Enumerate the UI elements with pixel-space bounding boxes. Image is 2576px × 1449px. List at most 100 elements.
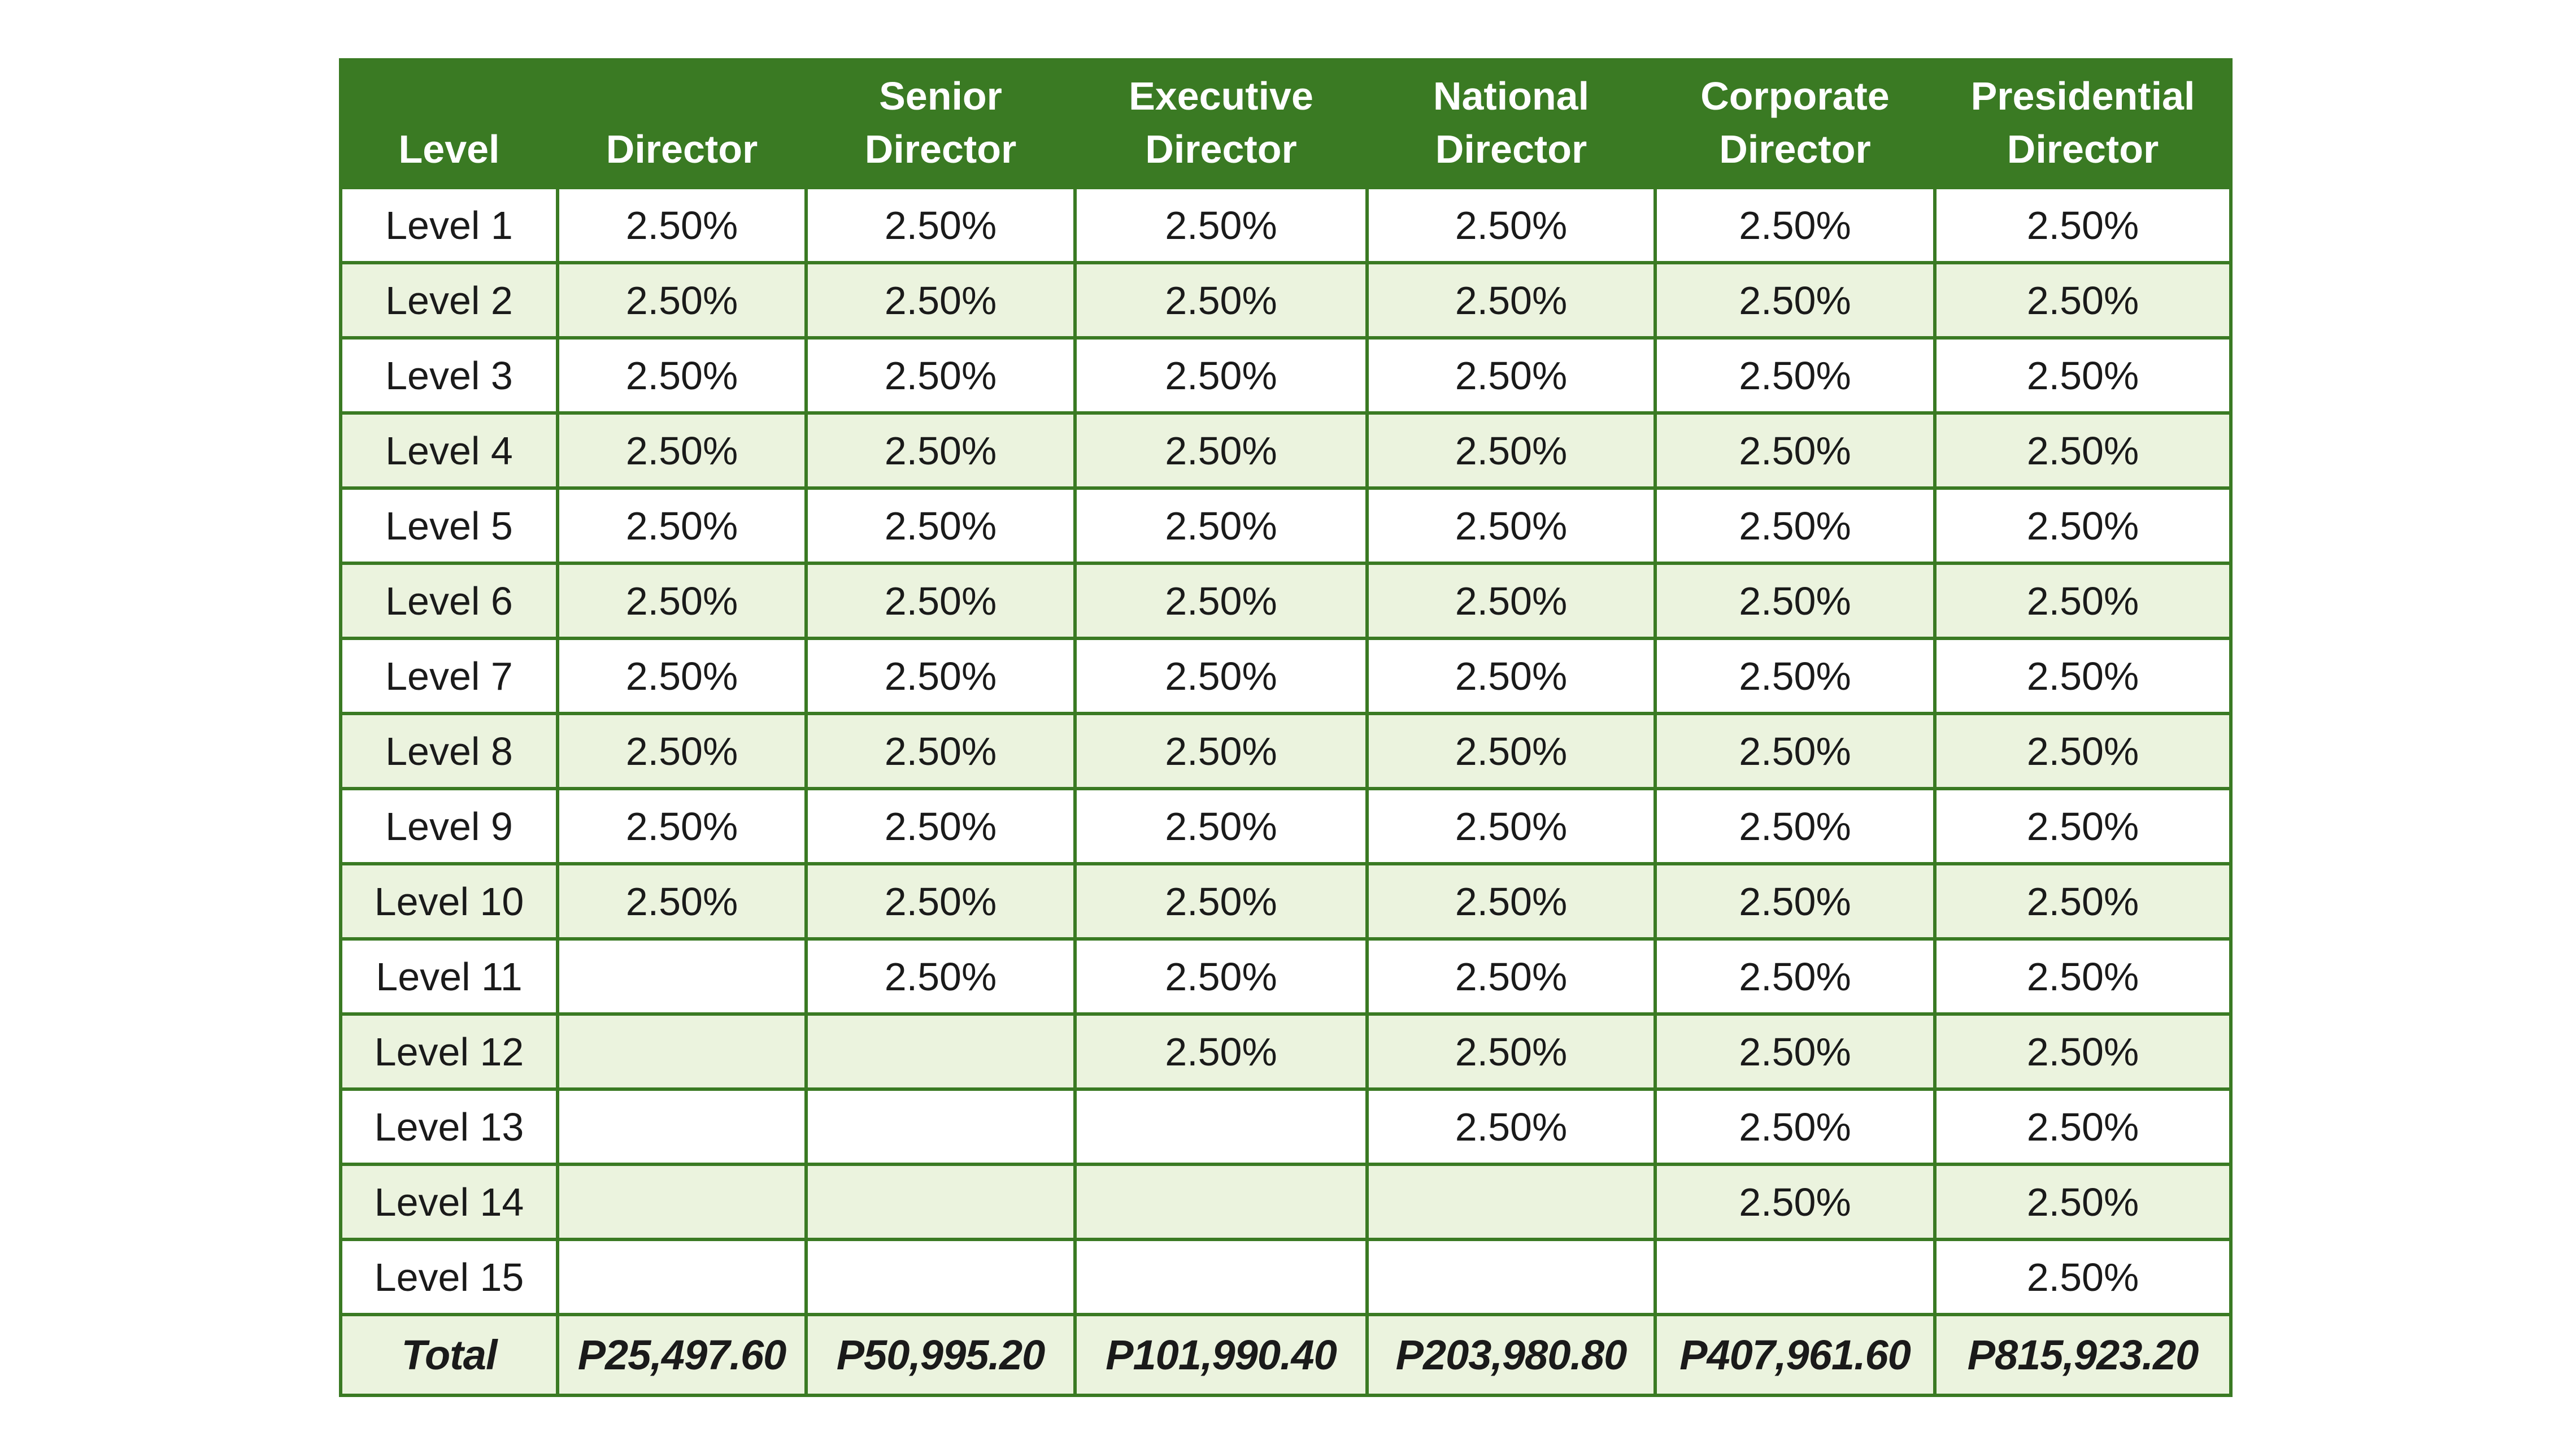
percent-cell [556, 1087, 808, 1166]
percent-cell: 2.50% [1073, 411, 1369, 490]
percent-cell [1653, 1238, 1937, 1316]
percent-cell: 2.50% [1933, 411, 2233, 490]
header-executive-director: Executive Director [1073, 58, 1369, 189]
header-corporate-director: Corporate Director [1653, 58, 1937, 189]
header-line2: Director [1145, 127, 1297, 171]
header-national-director: National Director [1365, 58, 1657, 189]
percent-cell: 2.50% [804, 562, 1077, 640]
commission-table-container: Level Director Senior Director Executive… [339, 58, 2233, 1397]
percent-cell: 2.50% [556, 336, 808, 415]
percent-cell: 2.50% [556, 411, 808, 490]
percent-cell: 2.50% [804, 787, 1077, 865]
table-row: Level 13 2.50% 2.50% 2.50% [339, 1087, 2233, 1166]
percent-cell: 2.50% [804, 336, 1077, 415]
total-value: P25,497.60 [556, 1313, 808, 1397]
percent-cell: 2.50% [556, 637, 808, 715]
percent-cell: 2.50% [1073, 261, 1369, 340]
table-row: Level 5 2.50% 2.50% 2.50% 2.50% 2.50% 2.… [339, 486, 2233, 565]
table-row: Level 2 2.50% 2.50% 2.50% 2.50% 2.50% 2.… [339, 261, 2233, 340]
total-value: P101,990.40 [1073, 1313, 1369, 1397]
percent-cell: 2.50% [1073, 486, 1369, 565]
percent-cell: 2.50% [1653, 1012, 1937, 1091]
percent-cell: 2.50% [1073, 186, 1369, 264]
table-row: Level 15 2.50% [339, 1238, 2233, 1316]
table-row: Level 1 2.50% 2.50% 2.50% 2.50% 2.50% 2.… [339, 186, 2233, 264]
table-row: Level 6 2.50% 2.50% 2.50% 2.50% 2.50% 2.… [339, 562, 2233, 640]
percent-cell: 2.50% [1365, 486, 1657, 565]
total-value: P203,980.80 [1365, 1313, 1657, 1397]
percent-cell: 2.50% [1653, 637, 1937, 715]
percent-cell: 2.50% [1365, 261, 1657, 340]
percent-cell: 2.50% [1933, 787, 2233, 865]
percent-cell: 2.50% [1365, 336, 1657, 415]
percent-cell: 2.50% [1365, 862, 1657, 941]
percent-cell: 2.50% [1653, 562, 1937, 640]
header-line1: Presidential [1970, 74, 2195, 118]
percent-cell: 2.50% [1365, 712, 1657, 790]
percent-cell: 2.50% [1653, 261, 1937, 340]
percent-cell: 2.50% [804, 186, 1077, 264]
percent-cell [1365, 1238, 1657, 1316]
percent-cell: 2.50% [1933, 712, 2233, 790]
percent-cell: 2.50% [1933, 186, 2233, 264]
level-cell: Level 11 [339, 937, 559, 1016]
table-body: Level 1 2.50% 2.50% 2.50% 2.50% 2.50% 2.… [339, 186, 2233, 1397]
percent-cell: 2.50% [1073, 562, 1369, 640]
table-row: Level 8 2.50% 2.50% 2.50% 2.50% 2.50% 2.… [339, 712, 2233, 790]
percent-cell [1073, 1087, 1369, 1166]
header-line2: Director [864, 127, 1017, 171]
total-value: P815,923.20 [1933, 1313, 2233, 1397]
percent-cell: 2.50% [804, 261, 1077, 340]
total-label: Total [339, 1313, 559, 1397]
percent-cell [1073, 1238, 1369, 1316]
percent-cell: 2.50% [1933, 1163, 2233, 1241]
percent-cell: 2.50% [1653, 712, 1937, 790]
percent-cell: 2.50% [1933, 1238, 2233, 1316]
header-line1: Corporate [1700, 74, 1890, 118]
header-senior-director: Senior Director [804, 58, 1077, 189]
header-presidential-director: Presidential Director [1933, 58, 2233, 189]
level-cell: Level 3 [339, 336, 559, 415]
level-cell: Level 7 [339, 637, 559, 715]
table-row: Level 14 2.50% 2.50% [339, 1163, 2233, 1241]
percent-cell [1073, 1163, 1369, 1241]
percent-cell: 2.50% [1653, 787, 1937, 865]
header-line1: Senior [879, 74, 1002, 118]
percent-cell [1365, 1163, 1657, 1241]
percent-cell: 2.50% [556, 712, 808, 790]
percent-cell: 2.50% [1073, 862, 1369, 941]
percent-cell [556, 937, 808, 1016]
percent-cell: 2.50% [556, 787, 808, 865]
header-row: Level Director Senior Director Executive… [339, 58, 2233, 189]
header-line2: Director [2007, 127, 2159, 171]
percent-cell: 2.50% [1365, 411, 1657, 490]
percent-cell: 2.50% [1933, 1087, 2233, 1166]
percent-cell: 2.50% [1365, 637, 1657, 715]
percent-cell [804, 1163, 1077, 1241]
percent-cell: 2.50% [804, 637, 1077, 715]
header-level: Level [339, 58, 559, 189]
percent-cell: 2.50% [1933, 562, 2233, 640]
level-cell: Level 14 [339, 1163, 559, 1241]
percent-cell: 2.50% [1365, 1012, 1657, 1091]
header-line1: National [1433, 74, 1590, 118]
percent-cell: 2.50% [1073, 336, 1369, 415]
percent-cell: 2.50% [1653, 186, 1937, 264]
percent-cell: 2.50% [1933, 261, 2233, 340]
percent-cell: 2.50% [1073, 712, 1369, 790]
level-cell: Level 4 [339, 411, 559, 490]
percent-cell: 2.50% [1653, 336, 1937, 415]
percent-cell: 2.50% [1933, 937, 2233, 1016]
header-director: Director [556, 58, 808, 189]
percent-cell: 2.50% [1933, 336, 2233, 415]
table-row: Level 11 2.50% 2.50% 2.50% 2.50% 2.50% [339, 937, 2233, 1016]
level-cell: Level 13 [339, 1087, 559, 1166]
percent-cell [556, 1163, 808, 1241]
level-cell: Level 8 [339, 712, 559, 790]
percent-cell: 2.50% [1933, 862, 2233, 941]
percent-cell [556, 1012, 808, 1091]
percent-cell: 2.50% [1365, 562, 1657, 640]
percent-cell: 2.50% [1365, 186, 1657, 264]
percent-cell [804, 1087, 1077, 1166]
percent-cell: 2.50% [556, 186, 808, 264]
